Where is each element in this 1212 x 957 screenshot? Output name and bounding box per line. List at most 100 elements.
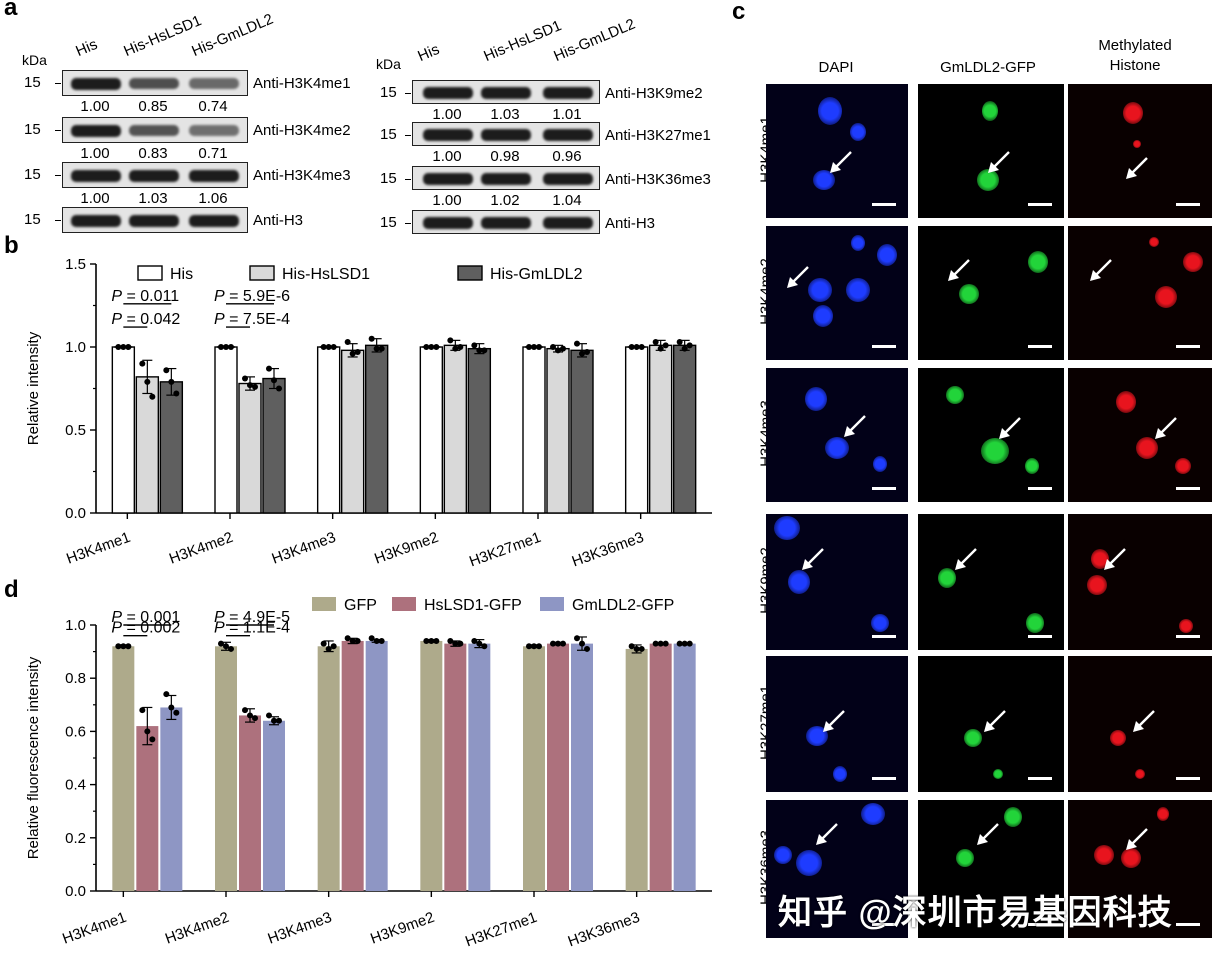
nucleus [872,456,887,473]
nucleus [774,515,801,540]
data-point [368,635,375,642]
y-tick-label: 1.0 [65,339,86,356]
data-point [218,640,224,647]
lane-label: His-HsLSD1 [481,17,564,66]
micrograph [1068,226,1212,360]
band-quantification: 0.74 [198,98,228,115]
legend-swatch [392,597,416,611]
protein-band [543,217,593,229]
data-point [574,635,580,642]
band-quantification: 1.00 [80,98,110,115]
nucleus [817,96,842,125]
p-value-label: P = 0.001 [111,609,180,626]
p-value-label: P = 0.042 [111,311,180,328]
data-point [657,345,664,352]
column-header: GmLDL2-GFP [940,59,1036,76]
band-quantification: 0.85 [138,98,168,115]
data-point [252,715,258,722]
nucleus [1179,618,1194,633]
arrow-icon [984,710,1006,733]
data-point [633,344,640,350]
data-point [125,643,132,650]
arrow-icon [988,150,1011,173]
mw-tick [55,175,61,176]
nucleus [993,769,1004,780]
x-tick-label: H3K27me1 [467,529,543,571]
y-tick-label: 0.4 [65,777,86,794]
band-quantification: 1.00 [432,192,462,209]
nucleus [851,235,866,252]
bar [672,344,697,514]
data-point [115,344,122,350]
bar [673,643,696,891]
data-point [354,637,361,644]
data-point [428,637,435,644]
protein-band [189,215,239,227]
data-point [266,365,272,372]
data-point [423,637,430,644]
data-point [223,643,229,650]
blot-strip [62,70,248,96]
blot-strip [412,80,600,104]
nucleus [807,278,832,303]
data-point [657,640,664,647]
arrow-icon [1133,710,1155,733]
data-point [228,344,234,350]
antibody-label: Anti-H3K4me2 [253,122,351,139]
micrograph [918,226,1064,360]
x-tick-label: H3K9me2 [372,529,440,568]
data-point [252,383,258,390]
band-quantification: 1.03 [138,190,168,207]
band-quantification: 0.83 [138,145,168,162]
protein-band [71,215,121,227]
nucleus [832,766,847,783]
arrow-icon [830,150,852,173]
arrow-icon [1154,417,1177,440]
nucleus [846,278,871,303]
data-point [476,347,483,354]
bar [111,346,136,514]
bar [112,646,135,891]
blot-strip [62,117,248,143]
p-value-label: P = 7.5E-4 [214,311,290,328]
legend-swatch [137,265,163,281]
arrow-icon [1125,827,1148,850]
column-header: DAPI [818,59,854,76]
nucleus [876,244,897,267]
data-point [452,345,459,352]
data-point [218,344,224,350]
nucleus [977,169,1000,192]
nucleus [981,438,1010,465]
y-axis-label: Relative fluorescence intensity [25,656,42,859]
bar [317,646,340,891]
data-point [168,378,175,385]
protein-band [189,78,239,89]
p-value-label: P = 1.1E-4 [214,620,290,637]
data-point [373,637,380,644]
molecular-weight-label: 15 [380,84,397,101]
data-point [526,344,532,350]
scale-bar [1028,777,1052,780]
protein-band [481,217,531,229]
x-tick-label: H3K4me3 [266,909,334,948]
data-point [531,643,537,650]
mw-tick [55,220,61,221]
data-point [320,344,327,350]
y-axis-label: Relative intensity [25,331,42,445]
data-point [447,337,454,344]
protein-band [189,170,239,182]
nucleus [1183,252,1204,273]
protein-band [481,173,531,185]
data-point [423,344,430,350]
bar [136,726,159,891]
micrograph [1068,368,1212,502]
data-point [349,350,356,357]
data-point [271,377,277,384]
molecular-weight-label: 15 [24,74,41,91]
micrograph [918,800,1064,938]
bar [649,643,672,891]
data-point [266,712,272,719]
blot-strip [412,166,600,190]
data-point [247,382,253,389]
nucleus [806,726,829,747]
